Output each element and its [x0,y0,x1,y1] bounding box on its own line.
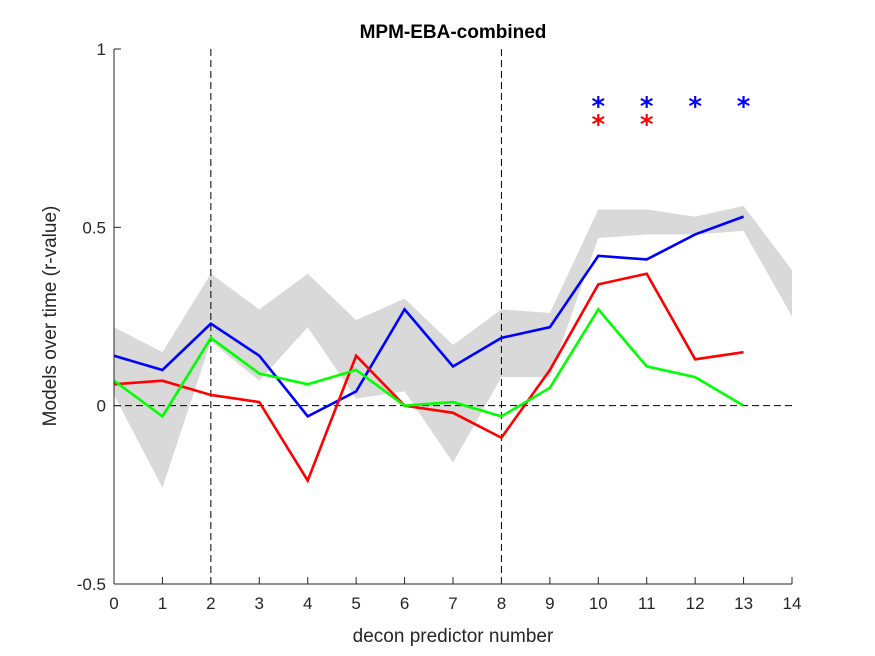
x-tick-label: 1 [158,594,167,613]
x-tick-label: 3 [255,594,264,613]
y-tick-label: 0.5 [82,218,106,237]
significance-star: * [591,110,605,140]
x-tick-label: 9 [545,594,554,613]
x-tick-label: 8 [497,594,506,613]
chart-title: MPM-EBA-combined [360,22,547,43]
significance-star: * [737,92,751,122]
x-axis-label: decon predictor number [353,626,554,647]
y-tick-label: 0 [97,397,106,416]
confidence-band [114,205,792,488]
significance-star: * [688,92,702,122]
x-tick-label: 0 [109,594,118,613]
axes: 0 1 2 3 4 5 6 7 8 9 10 11 12 13 14-0.500.51 [77,40,802,613]
y-tick-label: -0.5 [77,575,106,594]
y-tick-label: 1 [97,40,106,59]
x-tick-label: 14 [783,594,802,613]
significance-markers: * * * ** * [591,92,750,140]
x-tick-label: 7 [448,594,457,613]
x-tick-label: 6 [400,594,409,613]
x-tick-label: 13 [734,594,753,613]
series-line-0 [113,215,745,419]
x-tick-label: 2 [206,594,215,613]
x-tick-label: 11 [638,594,656,613]
significance-star: * [640,110,654,140]
significance-star: * [591,92,605,122]
x-tick-label: 12 [686,594,705,613]
x-tick-label: 4 [303,594,312,613]
y-axis-label: Models over time (r-value) [40,206,61,427]
reference-lines [114,49,792,584]
x-tick-label: 5 [351,594,360,613]
series-line-2 [113,307,745,419]
significance-star: * [640,92,654,122]
series-line-1 [113,272,744,484]
confidence-band-layer [114,205,792,488]
series-layer [113,215,745,484]
x-tick-label: 10 [589,594,608,613]
